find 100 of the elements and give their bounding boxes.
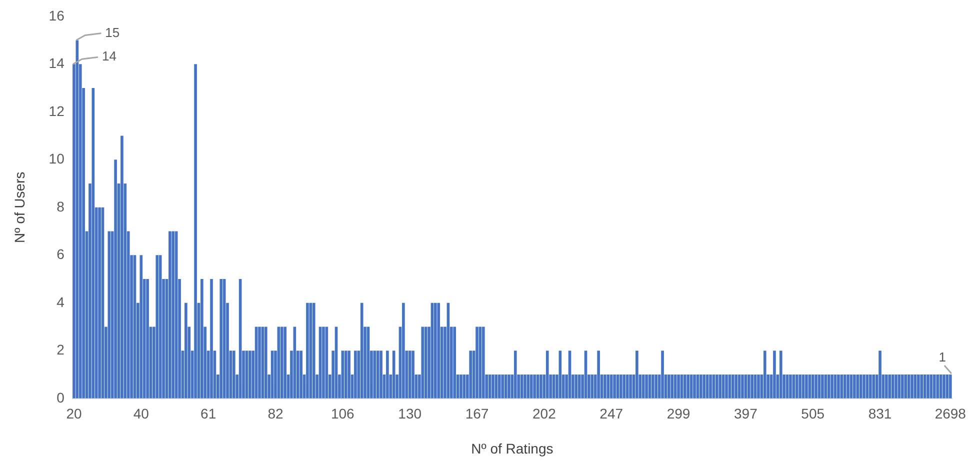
- bar: [604, 374, 606, 398]
- bar: [590, 374, 594, 398]
- bar: [613, 374, 616, 398]
- x-tick-label: 202: [532, 406, 556, 422]
- bar: [661, 350, 664, 398]
- bar: [677, 374, 680, 398]
- bar: [731, 374, 734, 398]
- bar: [795, 374, 798, 398]
- x-tick-label: 831: [868, 406, 892, 422]
- y-tick-label: 12: [48, 102, 65, 119]
- y-tick-label: 16: [48, 7, 65, 24]
- bar: [530, 374, 533, 398]
- bar: [862, 374, 866, 398]
- bar: [821, 374, 824, 398]
- bar: [824, 374, 828, 398]
- bar: [715, 374, 718, 398]
- bar: [684, 374, 686, 398]
- bar: [476, 326, 478, 398]
- bar: [846, 374, 850, 398]
- bar: [156, 255, 159, 398]
- bar: [140, 255, 143, 398]
- bar: [920, 374, 924, 398]
- bar: [910, 374, 914, 398]
- y-tick-label: 6: [56, 246, 65, 262]
- bar: [540, 374, 542, 398]
- x-tick-label: 82: [268, 406, 284, 422]
- bar: [830, 374, 834, 398]
- y-axis-title: Nº of Users: [11, 172, 28, 244]
- bar: [210, 279, 213, 398]
- bar: [718, 374, 722, 398]
- y-tick-label: 2: [56, 342, 65, 358]
- y-tick-label: 10: [48, 150, 65, 167]
- bar: [373, 350, 376, 398]
- bar: [360, 302, 364, 398]
- bar: [533, 374, 536, 398]
- bar: [622, 374, 626, 398]
- bar: [811, 374, 814, 398]
- bar: [380, 350, 382, 398]
- bar: [280, 326, 284, 398]
- bar: [725, 374, 728, 398]
- bar: [492, 374, 494, 398]
- bar: [936, 374, 940, 398]
- bar: [200, 279, 204, 398]
- x-tick-label: 299: [666, 406, 690, 422]
- bar: [840, 374, 844, 398]
- bar: [779, 350, 782, 398]
- bar: [763, 350, 766, 398]
- bar: [574, 374, 578, 398]
- bar: [524, 374, 526, 398]
- x-axis-title: Nº of Ratings: [471, 440, 554, 456]
- bar: [108, 231, 111, 398]
- bar: [514, 350, 517, 398]
- bar: [654, 374, 658, 398]
- bar: [926, 374, 930, 398]
- bar: [412, 350, 414, 398]
- bar: [904, 374, 908, 398]
- bar: [386, 350, 389, 398]
- bar: [805, 374, 808, 398]
- x-tick-label: 40: [133, 406, 150, 422]
- bar: [146, 279, 149, 398]
- bar: [172, 231, 175, 398]
- bar: [437, 302, 440, 398]
- bar: [901, 374, 904, 398]
- y-tick-label: 0: [56, 389, 65, 406]
- x-tick-label: 61: [200, 406, 216, 422]
- bar: [300, 350, 302, 398]
- bar: [508, 374, 510, 398]
- bar: [734, 374, 738, 398]
- bar: [853, 374, 856, 398]
- bar: [402, 302, 405, 398]
- bar: [699, 374, 702, 398]
- bar: [942, 374, 946, 398]
- bar: [709, 374, 712, 398]
- bar: [645, 374, 648, 398]
- bar: [670, 374, 674, 398]
- x-tick-label: 130: [398, 406, 422, 422]
- bar: [306, 302, 309, 398]
- bar: [917, 374, 920, 398]
- bar: [814, 374, 818, 398]
- bar: [757, 374, 760, 398]
- bar: [284, 326, 286, 398]
- bar: [498, 374, 501, 398]
- bar: [693, 374, 696, 398]
- bar: [232, 350, 236, 398]
- bar: [932, 374, 936, 398]
- bar: [837, 374, 840, 398]
- bar: [98, 207, 101, 398]
- bar: [747, 374, 750, 398]
- x-tick-label: 106: [330, 406, 355, 422]
- bar: [686, 374, 690, 398]
- bar: [789, 374, 792, 398]
- bar: [652, 374, 654, 398]
- x-tick-label: 167: [465, 406, 489, 422]
- bar: [184, 302, 188, 398]
- x-tick-label: 247: [600, 406, 624, 422]
- bar: [878, 350, 882, 398]
- bar: [578, 374, 581, 398]
- bar: [482, 326, 485, 398]
- data-label: 15: [105, 24, 120, 40]
- bar: [872, 374, 876, 398]
